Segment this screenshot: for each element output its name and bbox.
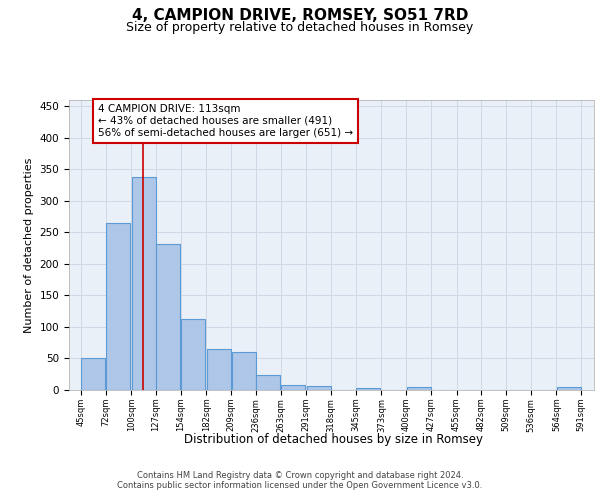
Bar bbox=[307, 386, 331, 390]
Text: 4, CAMPION DRIVE, ROMSEY, SO51 7RD: 4, CAMPION DRIVE, ROMSEY, SO51 7RD bbox=[132, 8, 468, 22]
Bar bbox=[557, 388, 581, 390]
Y-axis label: Number of detached properties: Number of detached properties bbox=[24, 158, 34, 332]
Bar bbox=[407, 388, 431, 390]
Bar bbox=[232, 352, 256, 390]
Bar bbox=[256, 375, 280, 390]
Bar bbox=[181, 320, 205, 390]
Text: Distribution of detached houses by size in Romsey: Distribution of detached houses by size … bbox=[184, 432, 482, 446]
Bar bbox=[81, 358, 105, 390]
Bar bbox=[157, 244, 181, 390]
Bar bbox=[281, 385, 305, 390]
Bar bbox=[131, 177, 155, 390]
Bar bbox=[207, 349, 231, 390]
Text: 4 CAMPION DRIVE: 113sqm
← 43% of detached houses are smaller (491)
56% of semi-d: 4 CAMPION DRIVE: 113sqm ← 43% of detache… bbox=[98, 104, 353, 138]
Bar bbox=[356, 388, 380, 390]
Text: Size of property relative to detached houses in Romsey: Size of property relative to detached ho… bbox=[127, 21, 473, 34]
Bar bbox=[106, 223, 130, 390]
Text: Contains HM Land Registry data © Crown copyright and database right 2024.
Contai: Contains HM Land Registry data © Crown c… bbox=[118, 470, 482, 490]
